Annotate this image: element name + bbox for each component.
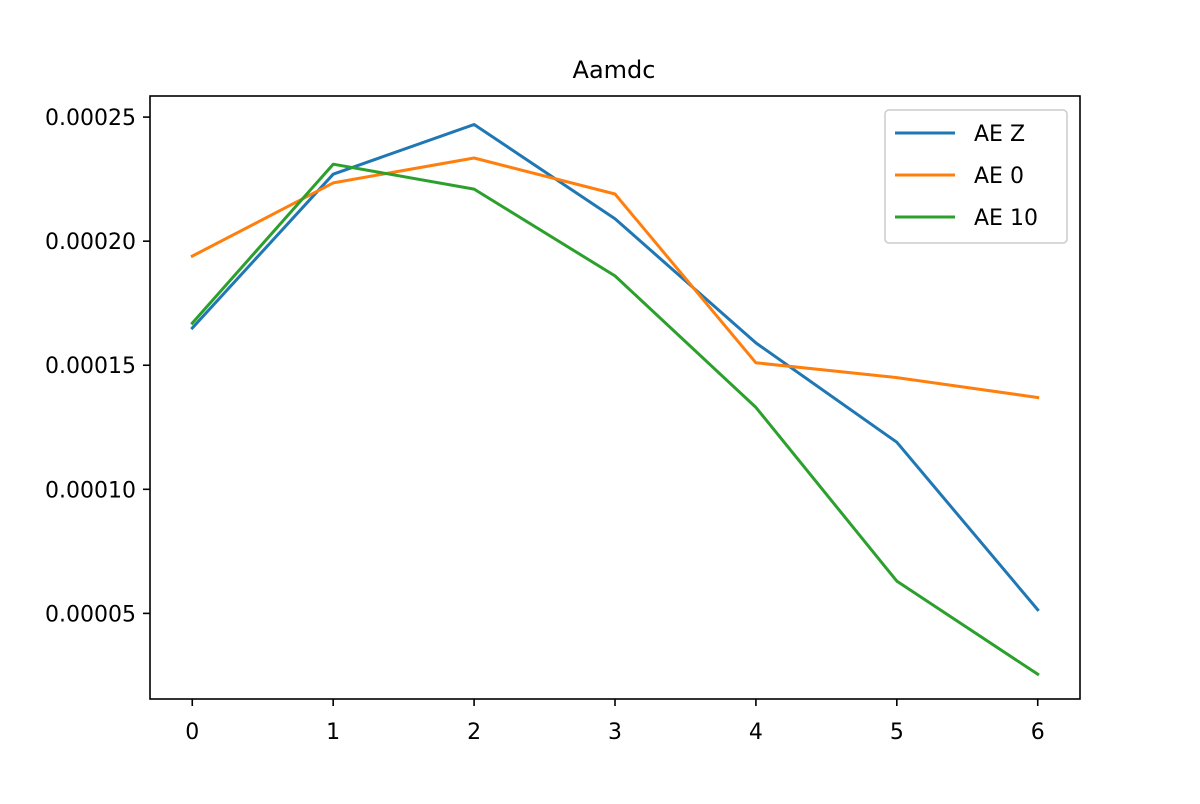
x-tick-label: 6 <box>1031 720 1045 745</box>
x-tick-label: 5 <box>890 720 904 745</box>
series-layer <box>190 123 1040 677</box>
x-tick-label: 1 <box>326 720 340 745</box>
x-tick-label: 2 <box>467 720 481 745</box>
y-tick-label: 0.00025 <box>45 106 136 131</box>
legend-label: AE 10 <box>974 206 1038 231</box>
x-tick-label: 4 <box>749 720 763 745</box>
legend: AE Z AE 0 AE 10 <box>884 109 1068 244</box>
y-tick-label: 0.00015 <box>45 354 136 379</box>
series-line-1 <box>190 123 1040 612</box>
y-tick-label: 0.00010 <box>45 478 136 503</box>
series-line-3 <box>190 162 1040 677</box>
y-tick-label: 0.00005 <box>45 602 136 627</box>
legend-box <box>884 109 1068 244</box>
chart-title: Aamdc <box>573 56 656 84</box>
x-tick-label: 0 <box>185 720 199 745</box>
series-line-2 <box>190 156 1040 400</box>
legend-label: AE Z <box>974 122 1025 147</box>
legend-label: AE 0 <box>974 164 1024 189</box>
x-axis: 0 1 2 3 4 5 6 <box>185 699 1045 745</box>
x-tick-label: 3 <box>608 720 622 745</box>
plot-frame <box>149 95 1081 700</box>
y-tick-label: 0.00020 <box>45 230 136 255</box>
y-axis: 0.00005 0.00010 0.00015 0.00020 0.00025 <box>45 106 150 627</box>
